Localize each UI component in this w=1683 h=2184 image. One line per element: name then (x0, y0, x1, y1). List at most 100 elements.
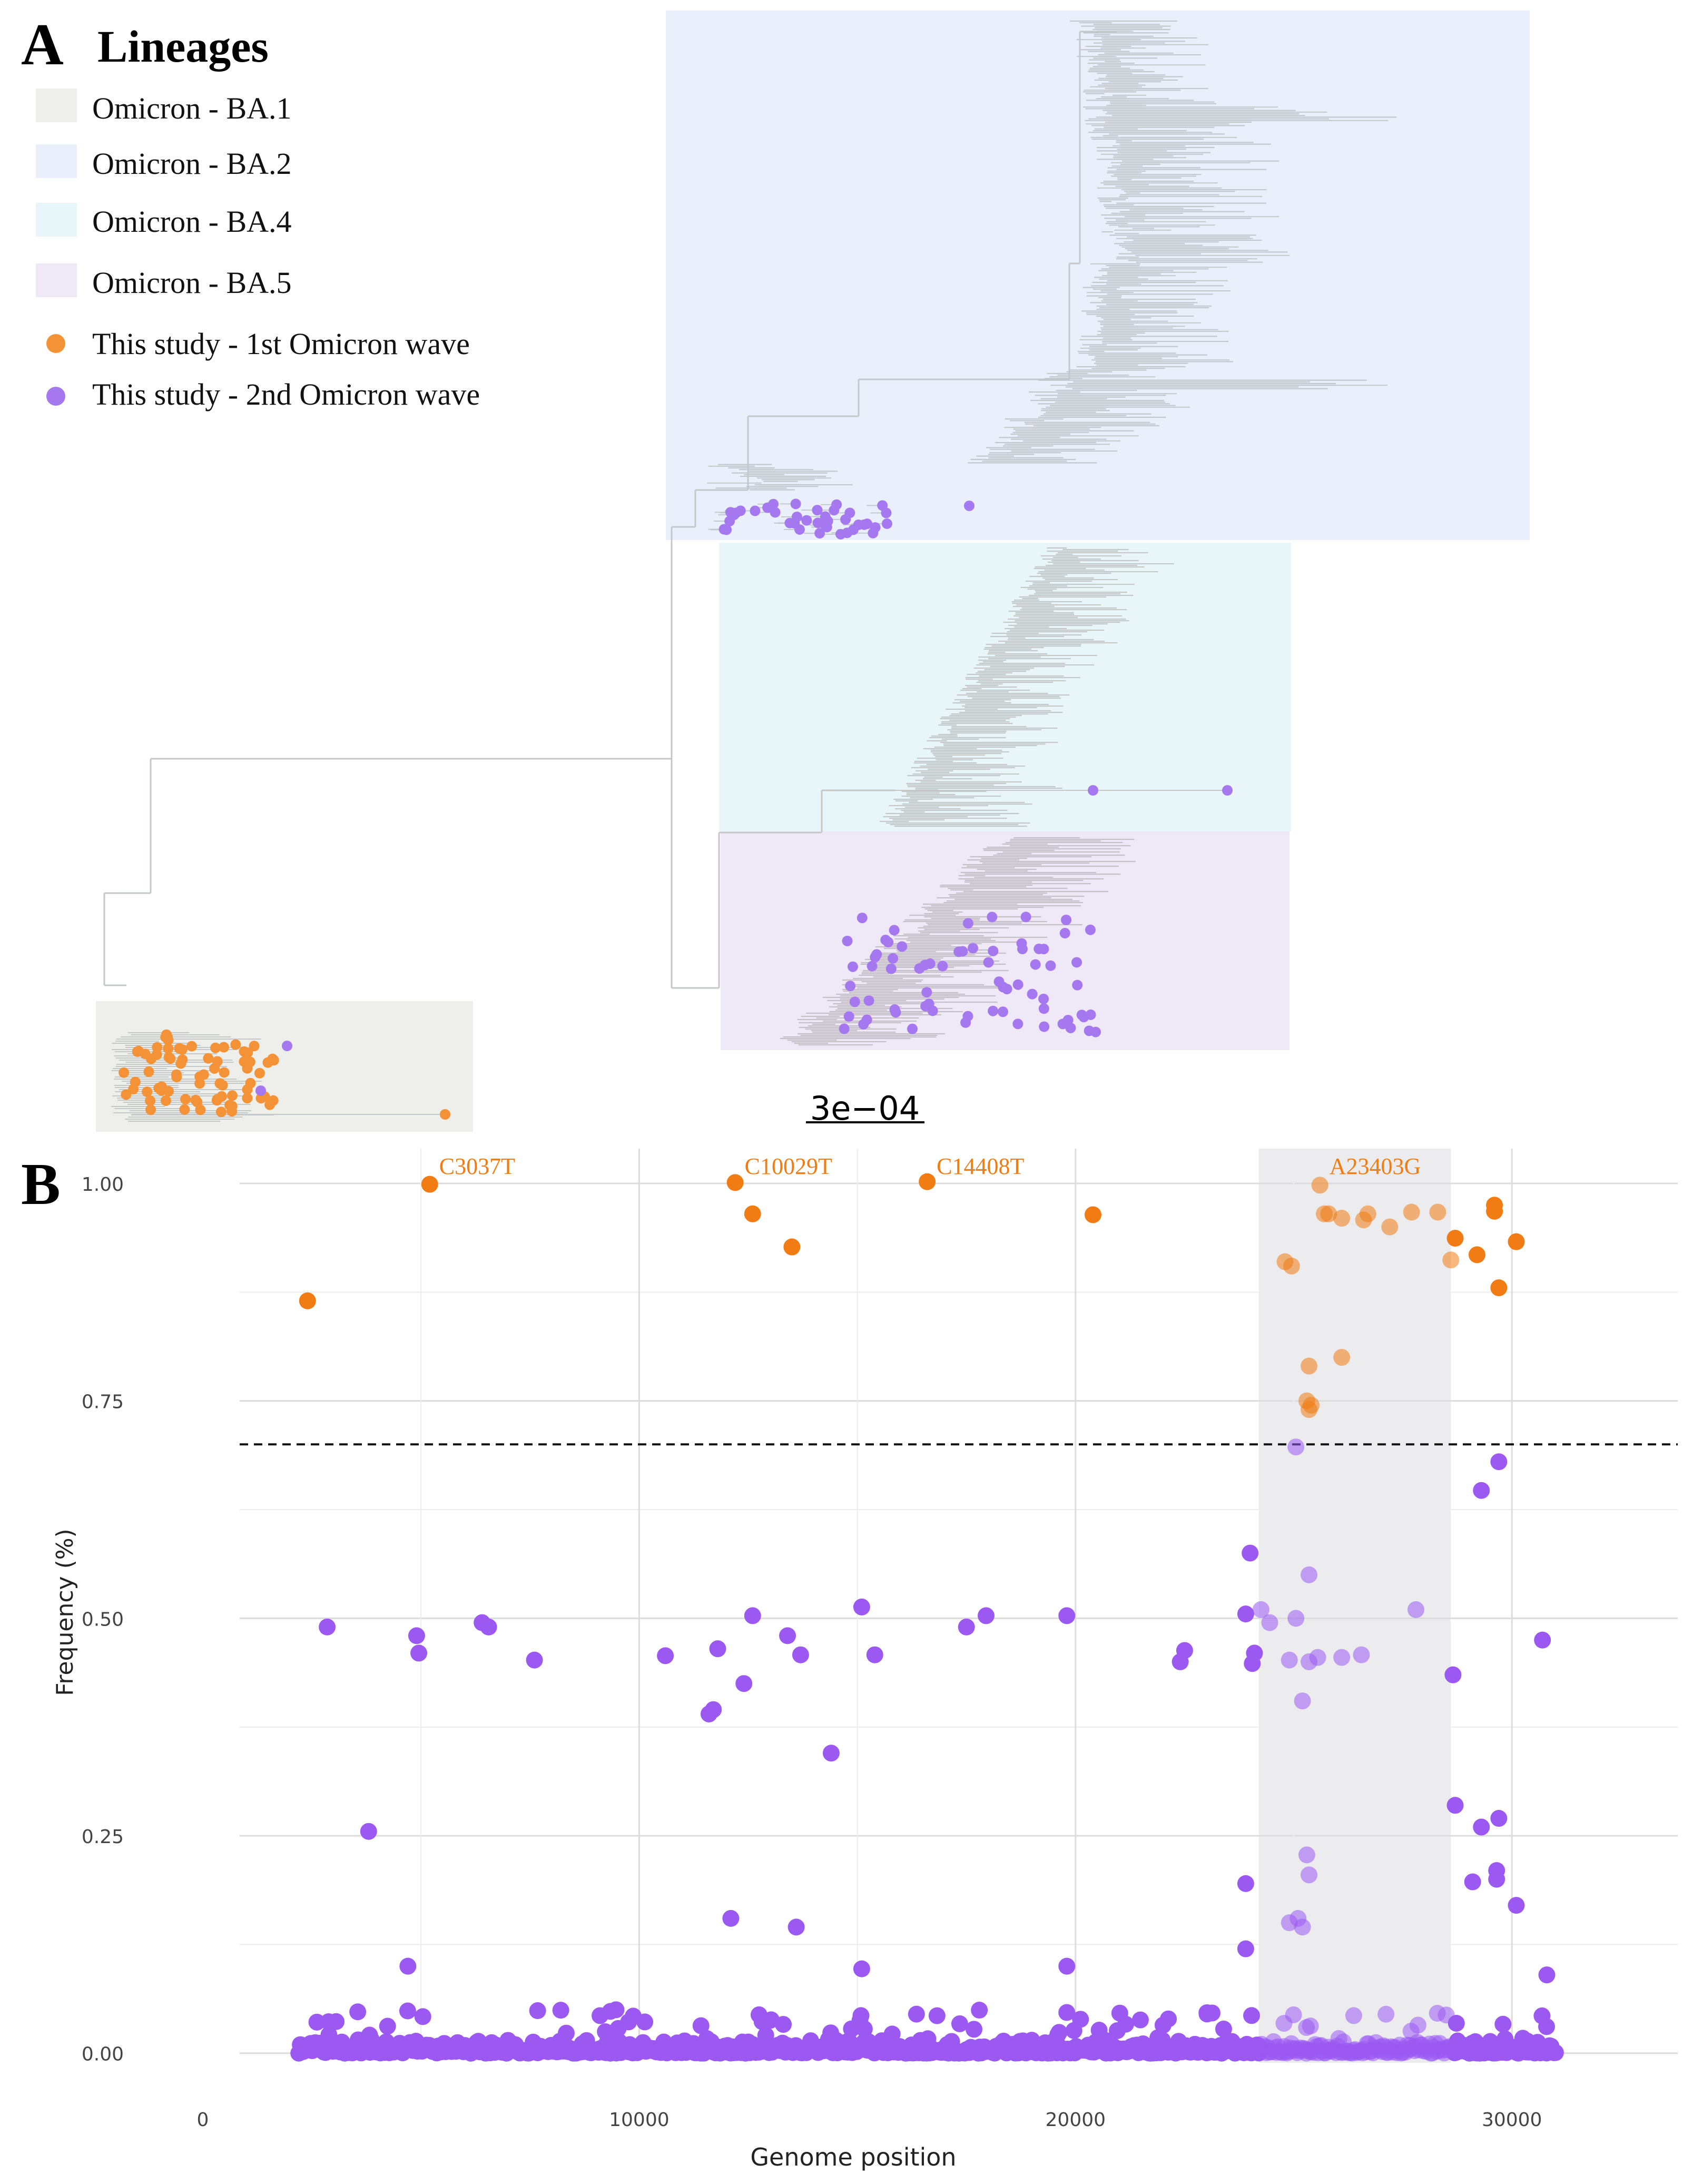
wave2-point (1444, 1666, 1462, 1683)
wave1-point (1333, 1210, 1351, 1227)
legend-title: Lineages (97, 21, 269, 72)
wave2-point (1409, 2016, 1426, 2034)
panel-b-label: B (21, 1152, 61, 1217)
wave1-tip (218, 1042, 229, 1053)
wave2-tip (750, 505, 761, 516)
wave1-tip (165, 1053, 176, 1064)
wave1-tip (239, 1056, 250, 1067)
wave2-point (529, 2002, 546, 2020)
wave1-tip (121, 1089, 132, 1100)
wave2-point (1215, 2020, 1232, 2038)
wave2-point (822, 2024, 840, 2042)
wave2-point (779, 1627, 796, 1644)
wave1-point (919, 1173, 936, 1190)
wave1-tip (212, 1056, 223, 1067)
wave2-point (853, 1960, 870, 1977)
plot-area: 0.00 0.25 0.50 0.75 1.00 0 10000 20000 30000 C303… (82, 1149, 1678, 2131)
wave1-tip (163, 1043, 174, 1054)
wave2-point (1287, 1438, 1305, 1456)
wave1-tip (239, 1046, 250, 1057)
panel-a-phylogenetic-tree: A Lineages Omicron - BA.1 Omicron - BA.2… (21, 11, 1530, 1132)
wave1-tip (186, 1041, 198, 1052)
wave2-point (1488, 1870, 1505, 1888)
wave2-tip (1012, 979, 1023, 990)
wave2-tip (1085, 924, 1096, 935)
wave2-point (360, 1823, 377, 1840)
wave2-point (361, 2026, 378, 2044)
mutation-annotation: A23403G (1330, 1153, 1421, 1179)
wave2-point (792, 1646, 809, 1663)
legend-swatch-ba5 (36, 263, 77, 297)
wave2-tip (998, 982, 1009, 993)
wave1-tip (230, 1039, 241, 1050)
wave2-tip (844, 507, 855, 518)
wave2-tip (967, 943, 978, 954)
wave1-tip (195, 1104, 206, 1115)
wave1-tip (142, 1086, 153, 1098)
legend-label-ba1: Omicron - BA.1 (92, 91, 292, 125)
wave1-tip (175, 1058, 186, 1069)
wave2-point (1446, 1797, 1464, 1814)
legend-dot-wave2 (46, 387, 65, 406)
mutation-annotation: C10029T (745, 1153, 832, 1179)
wave1-tip (254, 1067, 265, 1079)
wave2-point (851, 2012, 869, 2029)
wave2-point (1538, 1966, 1556, 1984)
wave1-point (1446, 1230, 1464, 1247)
wave2-point (1058, 1957, 1076, 1975)
wave2-point (753, 2013, 771, 2030)
wave2-point (552, 2002, 569, 2019)
mutation-annotation: C14408T (937, 1153, 1024, 1179)
tree-branches (103, 20, 1397, 1122)
wave1-tip (440, 1109, 450, 1120)
wave1-tip (194, 1078, 205, 1089)
wave2-point (1294, 1692, 1311, 1710)
wave2-tip (255, 1085, 266, 1096)
wave2-point (958, 1618, 975, 1635)
wave2-point (414, 2008, 431, 2025)
wave1-tip (249, 1041, 260, 1052)
wave2-tip (784, 517, 795, 528)
x-axis-title: Genome position (750, 2143, 956, 2171)
wave2-tip (801, 515, 812, 526)
wave2-tip (719, 524, 730, 535)
wave2-point (1131, 2011, 1149, 2029)
mutation-annotation: C3037T (439, 1153, 515, 1179)
wave2-tip (1088, 785, 1098, 796)
scale-bar-label: 3e−04 (810, 1089, 920, 1128)
wave1-point (1283, 1257, 1300, 1275)
wave2-point (1243, 2007, 1260, 2024)
wave2-point (1345, 2007, 1362, 2024)
wave1-tip (176, 1044, 188, 1055)
wave2-tip (921, 987, 932, 998)
wave2-point (1090, 2022, 1108, 2039)
wave2-point (928, 2007, 946, 2024)
wave2-tip (867, 961, 878, 972)
wave2-point (592, 2007, 609, 2024)
wave1-point (1486, 1202, 1503, 1220)
wave2-tip (858, 1018, 869, 1030)
wave2-tip (812, 517, 823, 528)
wave2-tip (907, 1023, 918, 1034)
wave1-point (299, 1292, 316, 1309)
panel-b-scatter: B 0.00 0.25 0.50 0.75 1.00 0 10000 20000 30000 C3… (21, 1149, 1678, 2171)
wave1-point (1311, 1177, 1328, 1194)
wave2-tip (1039, 1021, 1050, 1032)
wave2-tip (888, 953, 899, 964)
wave2-point (1473, 1818, 1490, 1836)
legend-swatch-ba2 (36, 144, 77, 178)
wave1-tip (262, 1057, 273, 1068)
legend-label-ba2: Omicron - BA.2 (92, 146, 292, 181)
wave2-tip (1038, 993, 1049, 1004)
wave1-tip (171, 1072, 182, 1083)
wave2-point (1072, 2011, 1089, 2028)
legend-label-ba4: Omicron - BA.4 (92, 204, 292, 239)
wave1-point (1442, 1251, 1460, 1269)
y-axis-title: Frequency (%) (52, 1529, 78, 1696)
wave2-tip (957, 946, 968, 957)
wave1-tip (227, 1090, 238, 1101)
wave1-point (1303, 1396, 1320, 1414)
wave2-point (1547, 2044, 1564, 2061)
wave2-tip (762, 502, 773, 513)
wave1-tip (268, 1095, 279, 1106)
